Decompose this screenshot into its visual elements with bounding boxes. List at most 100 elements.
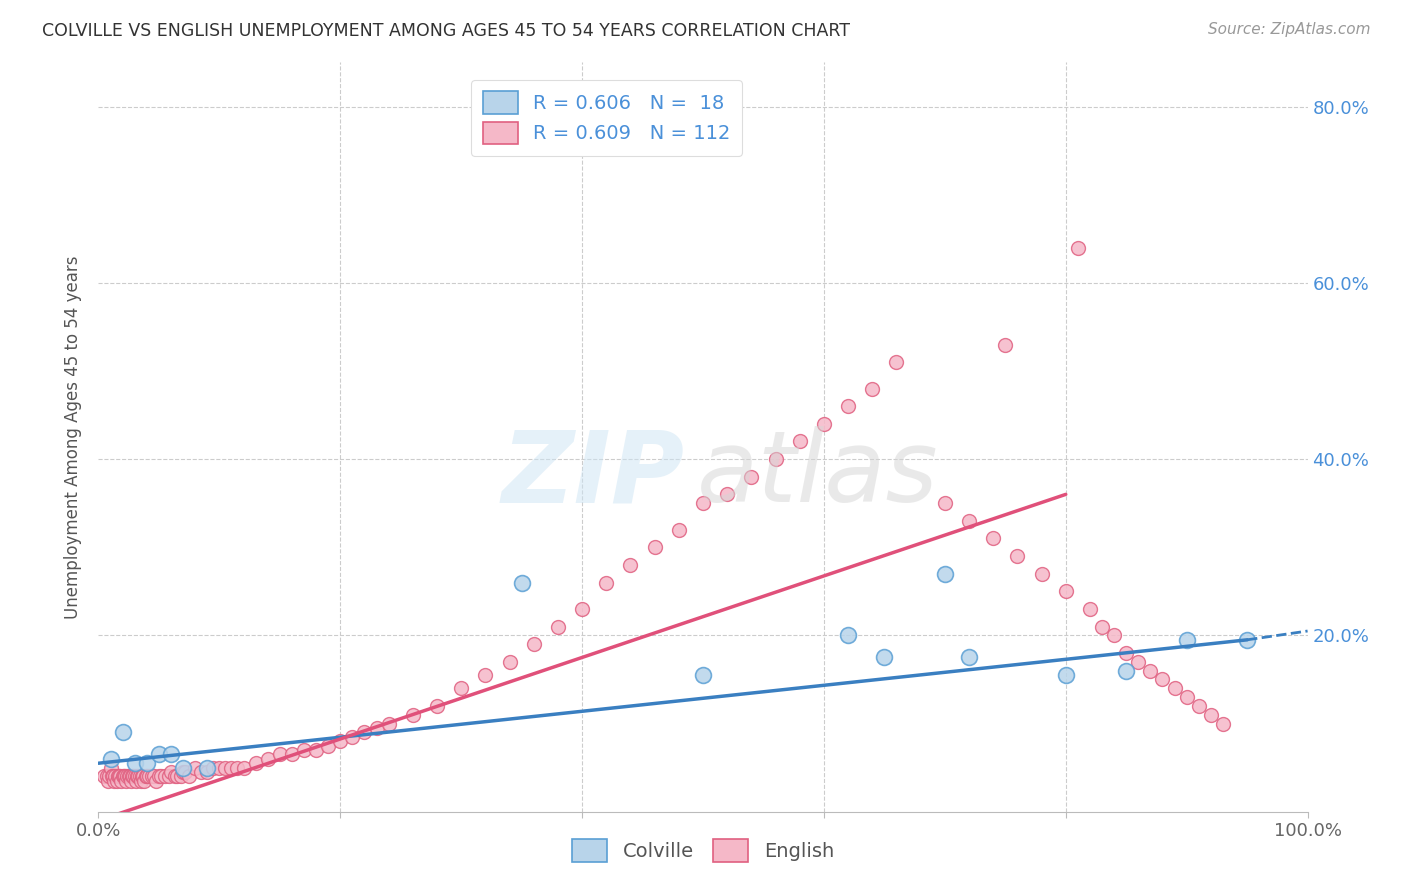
Point <box>110 773 132 788</box>
Point <box>97 773 120 788</box>
Point <box>96 769 118 783</box>
Point <box>316 739 339 753</box>
Point <box>1115 646 1137 660</box>
Point <box>100 769 122 783</box>
Point <box>353 725 375 739</box>
Point <box>169 769 191 783</box>
Point <box>226 761 249 775</box>
Point <box>100 761 122 775</box>
Point <box>1212 716 1234 731</box>
Point <box>510 575 533 590</box>
Point <box>426 698 449 713</box>
Point <box>256 752 278 766</box>
Point <box>125 773 148 788</box>
Point <box>595 575 617 590</box>
Point <box>740 469 762 483</box>
Point <box>190 765 212 780</box>
Point <box>124 756 146 771</box>
Point <box>108 769 131 783</box>
Point <box>1054 584 1077 599</box>
Point <box>377 716 399 731</box>
Point <box>138 769 160 783</box>
Point <box>132 769 155 783</box>
Point <box>366 721 388 735</box>
Point <box>157 769 180 783</box>
Text: atlas: atlas <box>697 426 939 523</box>
Point <box>118 769 141 783</box>
Point <box>143 769 166 783</box>
Point <box>789 434 811 449</box>
Point <box>103 773 125 788</box>
Point <box>668 523 690 537</box>
Point <box>644 541 666 555</box>
Point <box>111 769 134 783</box>
Point <box>1152 673 1174 687</box>
Point <box>134 773 156 788</box>
Point <box>1139 664 1161 678</box>
Text: Source: ZipAtlas.com: Source: ZipAtlas.com <box>1208 22 1371 37</box>
Point <box>108 769 131 783</box>
Point <box>172 765 194 780</box>
Point <box>450 681 472 696</box>
Point <box>166 769 188 783</box>
Point <box>208 761 231 775</box>
Point <box>1115 664 1137 678</box>
Point <box>1163 681 1185 696</box>
Point <box>342 730 364 744</box>
Point <box>202 761 225 775</box>
Point <box>124 769 146 783</box>
Point <box>150 769 173 783</box>
Point <box>269 747 291 762</box>
Point <box>957 650 980 665</box>
Point <box>1175 690 1198 705</box>
Point <box>120 773 142 788</box>
Point <box>141 769 163 783</box>
Point <box>1054 668 1077 682</box>
Point <box>160 765 183 780</box>
Point <box>131 769 153 783</box>
Point <box>934 566 956 581</box>
Point <box>1031 566 1053 581</box>
Point <box>716 487 738 501</box>
Point <box>114 769 136 783</box>
Point <box>523 637 546 651</box>
Point <box>160 747 183 762</box>
Point <box>692 496 714 510</box>
Point <box>1102 628 1125 642</box>
Point <box>127 769 149 783</box>
Point <box>571 602 593 616</box>
Point <box>128 769 150 783</box>
Point <box>148 747 170 762</box>
Point <box>117 769 139 783</box>
Point <box>837 628 859 642</box>
Text: ZIP: ZIP <box>502 426 685 523</box>
Point <box>232 761 254 775</box>
Point <box>994 337 1017 351</box>
Point <box>214 761 236 775</box>
Point <box>135 769 157 783</box>
Point <box>184 761 207 775</box>
Point <box>934 496 956 510</box>
Point <box>135 769 157 783</box>
Point <box>1199 707 1222 722</box>
Point <box>547 619 569 633</box>
Point <box>1067 241 1090 255</box>
Point <box>145 773 167 788</box>
Point <box>127 769 149 783</box>
Point <box>121 769 143 783</box>
Point <box>105 773 128 788</box>
Point <box>135 756 157 771</box>
Point <box>329 734 352 748</box>
Point <box>118 769 141 783</box>
Point <box>153 769 176 783</box>
Point <box>101 769 124 783</box>
Point <box>195 765 218 780</box>
Point <box>1007 549 1029 563</box>
Point <box>292 743 315 757</box>
Point <box>1091 619 1114 633</box>
Point <box>93 769 115 783</box>
Point <box>1188 698 1211 713</box>
Legend: Colville, English: Colville, English <box>564 831 842 870</box>
Point <box>498 655 520 669</box>
Point <box>886 355 908 369</box>
